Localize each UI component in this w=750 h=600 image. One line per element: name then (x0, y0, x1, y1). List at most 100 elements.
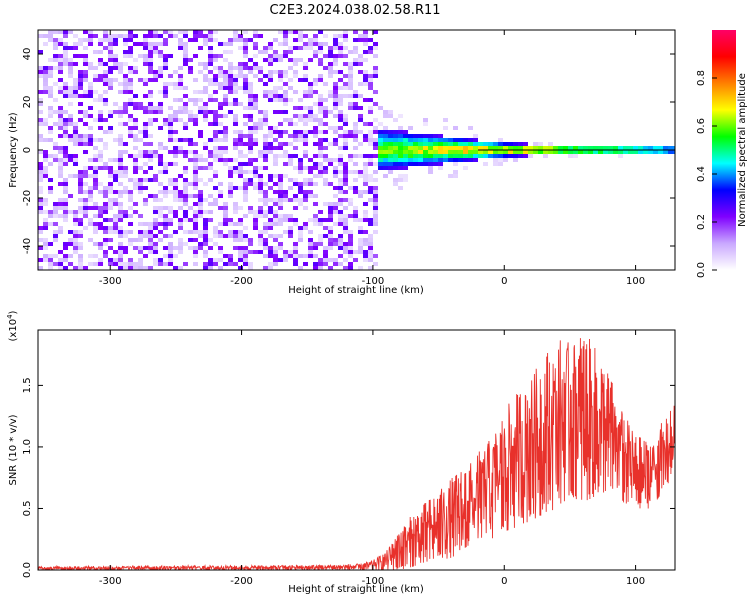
spectrogram-cell (313, 90, 318, 94)
spectrogram-cell (328, 46, 333, 50)
spectrogram-cell (233, 130, 238, 134)
spectrogram-cell (113, 198, 118, 202)
spectrogram-cell (348, 102, 353, 106)
spectrogram-cell (338, 190, 343, 194)
spectrogram-cell (278, 54, 283, 58)
spectrogram-cell (118, 106, 123, 110)
spectrogram-cell (373, 30, 378, 34)
spectrogram-cell (178, 190, 183, 194)
spectrogram-cell (188, 150, 193, 154)
spectrogram-cell (368, 78, 373, 82)
spectrogram-cell (193, 218, 198, 222)
spectrogram-cell (238, 66, 243, 70)
spectrogram-cell (368, 82, 373, 86)
spectrogram-cell (98, 210, 103, 214)
spectrogram-cell (323, 130, 328, 134)
spectrogram-cell (38, 198, 43, 202)
spectrogram-cell (423, 142, 428, 146)
spectrogram-cell (188, 142, 193, 146)
spectrogram-cell (383, 150, 388, 154)
spectrogram-cell (88, 198, 93, 202)
spectrogram-cell (323, 158, 328, 162)
spectrogram-cell (43, 78, 48, 82)
spectrogram-cell (203, 254, 208, 258)
spectrogram-cell (213, 98, 218, 102)
spectrogram-cell (328, 266, 333, 270)
spectrogram-cell (338, 186, 343, 190)
spectrogram-cell (58, 110, 63, 114)
spectrogram-cell (93, 174, 98, 178)
spectrogram-cell (58, 122, 63, 126)
spectrogram-cell (283, 218, 288, 222)
spectrogram-cell (248, 114, 253, 118)
spectrogram-cell (298, 186, 303, 190)
spectrogram-cell (58, 90, 63, 94)
spectrogram-cell (318, 118, 323, 122)
spectrogram-cell (143, 82, 148, 86)
spectrogram-cell (158, 54, 163, 58)
spectrogram-cell (573, 146, 578, 150)
spectrogram-cell (233, 114, 238, 118)
spectrogram-cell (408, 162, 413, 166)
spectrogram-cell (178, 226, 183, 230)
spectrogram-cell (243, 38, 248, 42)
spectrogram-cell (133, 266, 138, 270)
spectrogram-cell (443, 158, 448, 162)
spectrogram-cell (153, 258, 158, 262)
spectrogram-cell (333, 158, 338, 162)
spectrogram-cell (78, 258, 83, 262)
spectrogram-cell (263, 190, 268, 194)
spectrogram-cell (88, 42, 93, 46)
spectrogram-cell (373, 230, 378, 234)
spectrogram-cell (53, 214, 58, 218)
spectrogram-cell (268, 210, 273, 214)
spectrogram-cell (63, 206, 68, 210)
spectrogram-cell (38, 226, 43, 230)
spectrogram-cell (83, 150, 88, 154)
spectrogram-cell (333, 34, 338, 38)
spectrogram-cell (133, 94, 138, 98)
spectrogram-cell (83, 182, 88, 186)
spectrogram-cell (178, 118, 183, 122)
spectrogram-cell (183, 182, 188, 186)
spectrogram-cell (58, 250, 63, 254)
spectrogram-cell (163, 206, 168, 210)
spectrogram-cell (208, 210, 213, 214)
spectrogram-cell (53, 202, 58, 206)
spectrogram-cell (118, 214, 123, 218)
spectrogram-cell (133, 178, 138, 182)
spectrogram-cell (258, 214, 263, 218)
spectrogram-cell (108, 46, 113, 50)
spectrogram-cell (123, 106, 128, 110)
spectrogram-cell (478, 142, 483, 146)
spectrogram-cell (368, 154, 373, 158)
spectrogram-cell (353, 206, 358, 210)
spectrogram-cell (158, 110, 163, 114)
spectrogram-cell (68, 210, 73, 214)
spectrogram-cell (288, 230, 293, 234)
spectrogram-cell (458, 154, 463, 158)
spectrogram-cell (223, 98, 228, 102)
spectrogram-cell (343, 146, 348, 150)
spectrogram-cell (353, 170, 358, 174)
spectrogram-cell (273, 50, 278, 54)
spectrogram-cell (308, 178, 313, 182)
spectrogram-cell (133, 238, 138, 242)
spectrogram-cell (288, 66, 293, 70)
spectrogram-cell (263, 194, 268, 198)
spectrogram-cell (278, 178, 283, 182)
spectrogram-cell (268, 58, 273, 62)
spectrogram-cell (298, 98, 303, 102)
spectrogram-cell (148, 234, 153, 238)
spectrogram-cell (148, 250, 153, 254)
spectrogram-cell (248, 38, 253, 42)
spectrogram-cell (253, 166, 258, 170)
spectrogram-cell (78, 94, 83, 98)
spectrogram-cell (268, 174, 273, 178)
spectrogram-cell (148, 154, 153, 158)
spectrogram-cell (118, 90, 123, 94)
x-tick-label: -300 (99, 576, 122, 587)
spectrogram-cell (278, 122, 283, 126)
spectrogram-cell (163, 86, 168, 90)
spectrogram-cell (98, 158, 103, 162)
